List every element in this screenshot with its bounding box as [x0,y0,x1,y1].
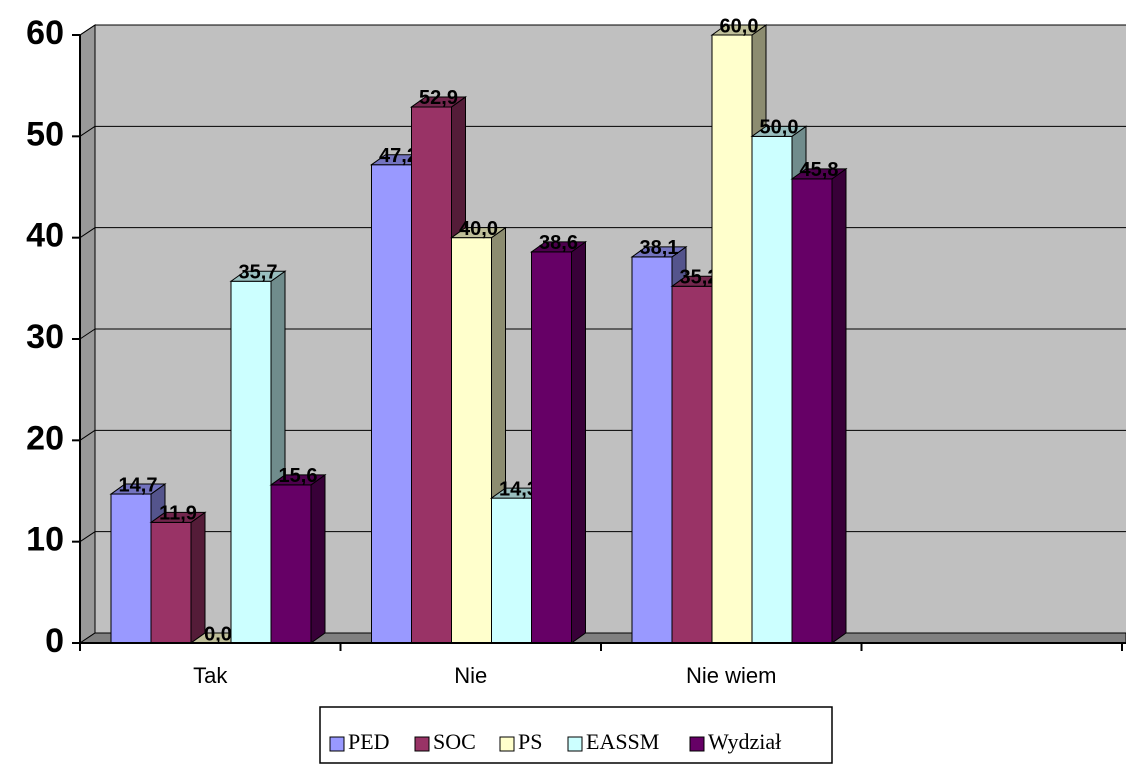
y-tick-label: 10 [26,521,64,559]
bar [491,497,532,644]
bar [270,484,312,644]
bar-side [831,167,847,644]
y-tick-label: 50 [26,115,64,153]
bar-top [630,246,688,258]
bar [230,280,272,644]
x-tick-label: Tak [193,663,228,688]
bar-top [750,125,808,137]
legend-swatch [329,736,345,752]
value-label: 35,7 [239,262,278,284]
bar-top [229,270,287,282]
value-label: 14,3 [499,478,538,500]
bar-top [269,474,327,486]
bar-top [449,227,508,239]
legend [319,706,833,764]
value-label: 15,6 [279,465,318,487]
bar [751,135,793,644]
value-label: 47,2 [379,145,418,167]
legend-swatch [689,736,705,752]
x-tick-label: Nie [454,663,487,688]
bar-top [109,483,167,495]
legend-swatch [414,736,430,752]
grid-line [79,429,96,441]
bar-side [190,511,206,644]
value-label: 40,0 [459,218,498,240]
value-label: 38,6 [539,232,578,254]
y-tick-label: 60 [26,14,64,52]
bar-top [149,511,207,523]
legend-label: EASSM [586,729,659,754]
bar [631,256,673,644]
grid-line [79,125,96,137]
bar-side [310,473,326,644]
value-label: 14,7 [119,474,158,496]
grid-line [79,531,96,543]
y-tick-label: 20 [26,419,64,457]
value-label: 60,0 [720,15,759,37]
value-label: 38,1 [640,237,679,259]
legend-label: PED [348,729,390,754]
value-label: 0,0 [204,623,232,645]
bar-top [710,24,768,36]
bar [110,493,152,644]
value-label: 50,0 [760,117,799,139]
legend-label: SOC [433,729,476,754]
bar [711,34,753,644]
value-label: 45,8 [800,159,839,181]
y-tick-label: 0 [45,622,64,660]
x-tick-label: Nie wiem [686,663,776,688]
legend-swatch [567,736,583,752]
bar-top [790,168,848,180]
legend-label: Wydział [708,729,781,754]
bar [411,106,452,644]
bar [791,178,833,644]
bar-side [571,240,586,644]
value-label: 35,2 [680,267,719,289]
bar [451,237,492,644]
value-label: 11,9 [159,503,197,525]
bar [150,521,192,644]
legend-label: PS [518,729,542,754]
legend-swatch [499,736,515,752]
grid-line [79,328,96,340]
bar-top [409,96,468,108]
y-tick-label: 30 [26,318,64,356]
grid-line [79,227,96,239]
value-label: 52,9 [419,87,458,109]
bar-top [529,241,588,253]
grid-line [79,24,96,36]
bar [371,164,412,644]
y-tick-label: 40 [26,217,64,255]
bar [671,285,713,644]
bar [531,251,572,644]
